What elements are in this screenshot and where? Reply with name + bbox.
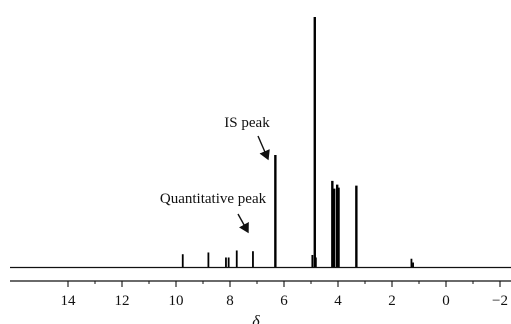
annotations: IS peak Quantitative peak	[160, 115, 270, 234]
x-tick-label: 10	[169, 293, 184, 309]
x-tick-label: 2	[388, 293, 396, 309]
annotation-label: IS peak	[224, 115, 270, 131]
x-tick-label: 14	[61, 293, 77, 309]
x-tick-label: 0	[442, 293, 450, 309]
annotation-arrow	[257, 135, 270, 161]
x-tick-label: 6	[280, 293, 288, 309]
x-tick-label: 12	[115, 293, 130, 309]
x-tick-label: 8	[226, 293, 234, 309]
x-tick-label: −2	[492, 293, 508, 309]
x-axis-label: δ	[252, 313, 260, 324]
spectrum-peaks	[181, 17, 414, 268]
x-tick-label: 4	[334, 293, 342, 309]
x-axis-ticks: 14 12 10 8 6 4 2 0 −2	[61, 281, 508, 309]
annotation-label: Quantitative peak	[160, 191, 267, 207]
annotation-arrow	[237, 213, 249, 234]
